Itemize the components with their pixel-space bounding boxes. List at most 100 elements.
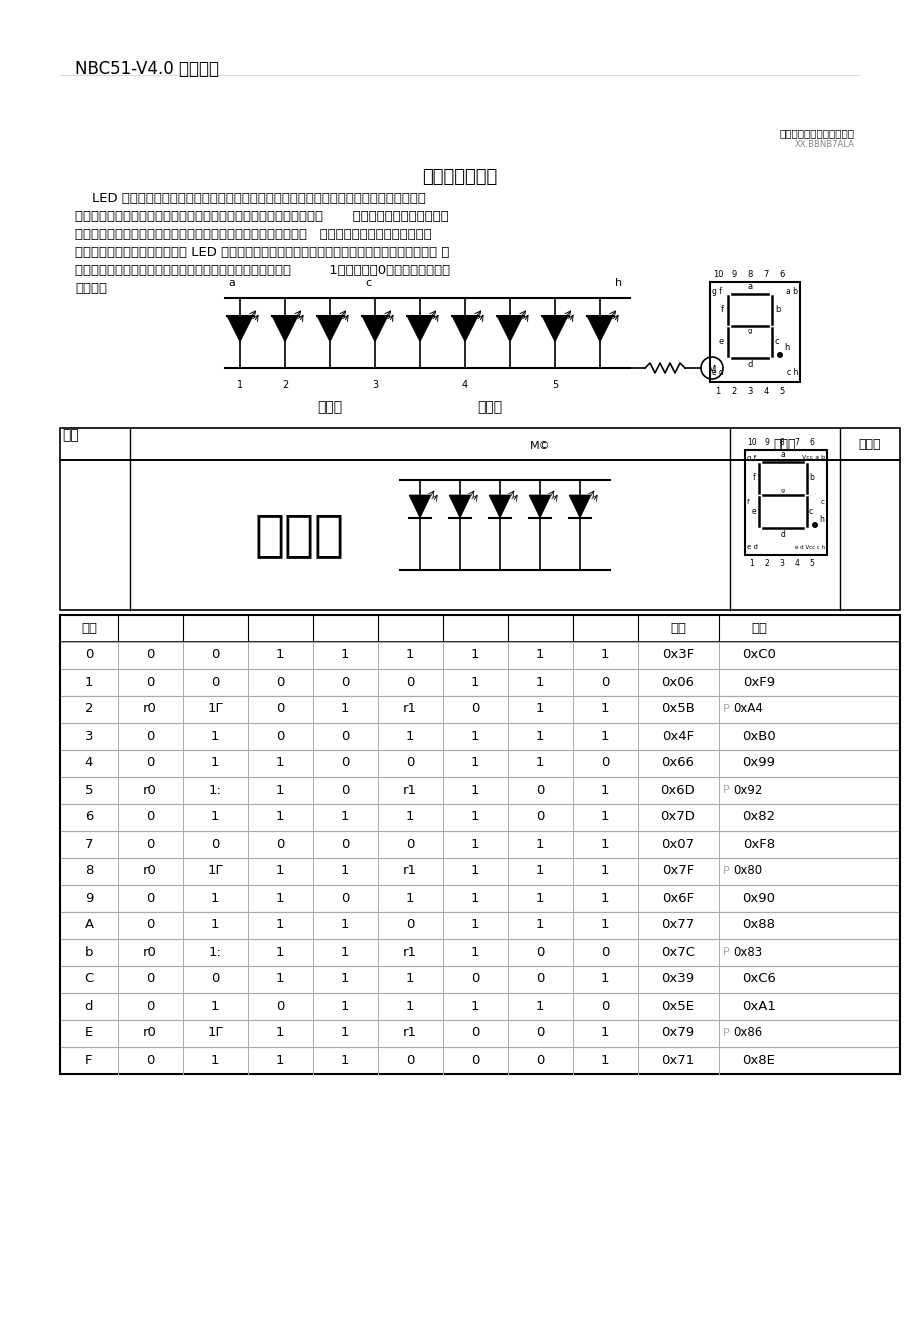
- Text: 0x07: 0x07: [661, 838, 694, 850]
- Text: 1: 1: [471, 946, 479, 959]
- Polygon shape: [568, 495, 590, 518]
- Text: M: M: [708, 365, 716, 374]
- Text: 0x90: 0x90: [742, 891, 775, 904]
- Text: NBC51-V4.0 使用手册: NBC51-V4.0 使用手册: [75, 60, 219, 78]
- Text: d: d: [746, 360, 752, 369]
- Text: 1: 1: [600, 729, 608, 742]
- Text: 0: 0: [471, 1053, 479, 1066]
- Text: 1: 1: [535, 676, 544, 688]
- Text: 形码表。: 形码表。: [75, 282, 107, 295]
- Text: 0: 0: [340, 729, 349, 742]
- Text: Vcc a b: Vcc a b: [801, 456, 824, 459]
- Text: LED 数码管显示器内部由七个条形发光二极管和一个小圆点发光二极管组成，每个发光二极: LED 数码管显示器内部由七个条形发光二极管和一个小圆点发光二极管组成，每个发光…: [75, 193, 425, 205]
- Text: 4: 4: [763, 386, 767, 396]
- Text: 字型: 字型: [81, 622, 96, 635]
- Polygon shape: [409, 495, 430, 518]
- Text: r1: r1: [403, 784, 416, 797]
- Text: c: c: [365, 278, 370, 288]
- Text: r0: r0: [143, 946, 157, 959]
- Bar: [60, 993, 899, 1020]
- Text: 0x88: 0x88: [742, 919, 775, 931]
- Text: r0: r0: [143, 784, 157, 797]
- Text: 1: 1: [471, 891, 479, 904]
- Text: 1: 1: [535, 919, 544, 931]
- Text: 编码: 编码: [669, 622, 686, 635]
- Text: 1: 1: [600, 865, 608, 878]
- Text: 0: 0: [535, 1053, 544, 1066]
- Text: 1Γ: 1Γ: [207, 1027, 222, 1040]
- Text: 北方蓝芯科技开霜有限赌司: 北方蓝芯科技开霜有限赌司: [779, 127, 854, 138]
- Text: 1: 1: [535, 648, 544, 661]
- Text: 1: 1: [210, 891, 219, 904]
- Polygon shape: [496, 316, 522, 343]
- Text: 0: 0: [405, 838, 414, 850]
- Text: 阴极都接在一个公共点上）。给 LED 数码管的七个发光二极管加不同的电平，二极管显示不同亮灭 的: 阴极都接在一个公共点上）。给 LED 数码管的七个发光二极管加不同的电平，二极管…: [75, 246, 448, 259]
- Text: 1: 1: [471, 676, 479, 688]
- Polygon shape: [227, 316, 253, 343]
- Text: 7: 7: [85, 838, 93, 850]
- Text: f: f: [720, 305, 723, 315]
- Text: 1: 1: [749, 559, 754, 568]
- Text: 1: 1: [600, 703, 608, 716]
- Text: a: a: [780, 450, 785, 459]
- Text: 0x5B: 0x5B: [661, 703, 694, 716]
- Text: 0: 0: [210, 648, 219, 661]
- Text: 0x7C: 0x7C: [660, 946, 694, 959]
- Text: 0x39: 0x39: [661, 972, 694, 985]
- Text: a b: a b: [785, 287, 797, 296]
- Text: 0xF8: 0xF8: [743, 838, 774, 850]
- Text: 4: 4: [794, 559, 799, 568]
- Text: 0: 0: [535, 784, 544, 797]
- Text: 1: 1: [600, 919, 608, 931]
- Text: 0: 0: [145, 919, 154, 931]
- Text: 1: 1: [405, 891, 414, 904]
- Text: 3: 3: [778, 559, 784, 568]
- Text: 3: 3: [85, 729, 93, 742]
- Text: c: c: [774, 337, 778, 347]
- Text: 共阳极: 共阳极: [317, 400, 342, 414]
- Text: g: g: [747, 328, 752, 335]
- Text: r1: r1: [403, 703, 416, 716]
- Text: 0: 0: [276, 729, 284, 742]
- Text: 0: 0: [535, 946, 544, 959]
- Text: a: a: [746, 282, 752, 291]
- Text: 1: 1: [340, 703, 349, 716]
- Text: 3: 3: [746, 386, 752, 396]
- Bar: [709, 282, 800, 382]
- Text: 1: 1: [210, 1000, 219, 1012]
- Polygon shape: [272, 316, 298, 343]
- Text: 0x71: 0x71: [661, 1053, 694, 1066]
- Text: 0x79: 0x79: [661, 1027, 694, 1040]
- Text: 0: 0: [600, 757, 608, 769]
- Text: 1: 1: [535, 1000, 544, 1012]
- Text: 0: 0: [276, 703, 284, 716]
- Text: 编码: 编码: [750, 622, 766, 635]
- Text: 1: 1: [405, 972, 414, 985]
- Text: 1: 1: [276, 784, 284, 797]
- Text: 2: 2: [85, 703, 93, 716]
- Text: e d Vcc c h: e d Vcc c h: [794, 544, 824, 550]
- Text: 1: 1: [237, 380, 243, 390]
- Text: 0: 0: [276, 838, 284, 850]
- Text: 0: 0: [600, 1000, 608, 1012]
- Text: 0: 0: [85, 648, 93, 661]
- Bar: [60, 912, 899, 939]
- Text: 显示: 显示: [62, 428, 79, 442]
- Text: 1: 1: [535, 729, 544, 742]
- Polygon shape: [489, 495, 510, 518]
- Text: 5: 5: [85, 784, 93, 797]
- Polygon shape: [541, 316, 567, 343]
- Text: 7: 7: [794, 438, 799, 448]
- Text: 0: 0: [145, 757, 154, 769]
- Text: g: g: [780, 487, 784, 493]
- Text: 0: 0: [145, 729, 154, 742]
- Text: 1: 1: [276, 757, 284, 769]
- Circle shape: [777, 352, 782, 359]
- Text: 原理及硬件介绍: 原理及硬件介绍: [422, 169, 497, 186]
- Polygon shape: [406, 316, 433, 343]
- Text: 1: 1: [600, 648, 608, 661]
- Text: 8: 8: [746, 270, 752, 279]
- Text: 0: 0: [145, 1053, 154, 1066]
- Text: 9: 9: [85, 891, 93, 904]
- Text: f: f: [753, 474, 755, 482]
